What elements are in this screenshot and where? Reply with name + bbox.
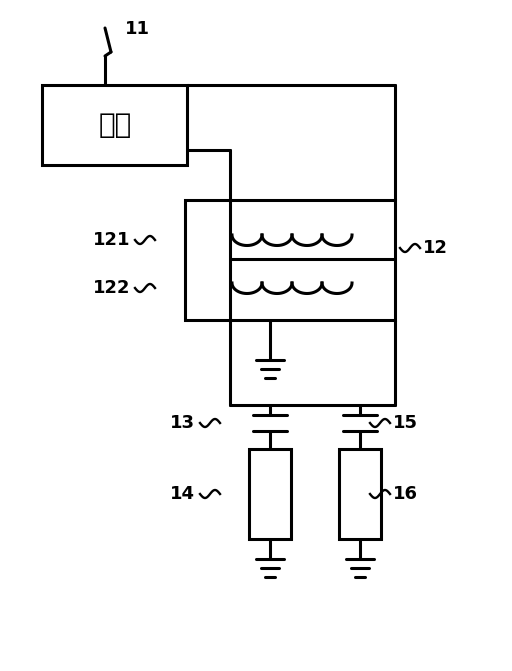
Text: 122: 122 — [93, 279, 130, 297]
Bar — [339, 449, 381, 539]
Text: 11: 11 — [125, 20, 150, 38]
Bar — [185, 200, 395, 320]
Bar — [42, 85, 187, 165]
Text: 13: 13 — [170, 414, 195, 432]
Text: 121: 121 — [93, 231, 130, 249]
Bar — [249, 449, 291, 539]
Text: 12: 12 — [423, 239, 448, 257]
Text: 14: 14 — [170, 485, 195, 503]
Text: 16: 16 — [393, 485, 418, 503]
Text: 电源: 电源 — [98, 111, 132, 139]
Text: 15: 15 — [393, 414, 418, 432]
